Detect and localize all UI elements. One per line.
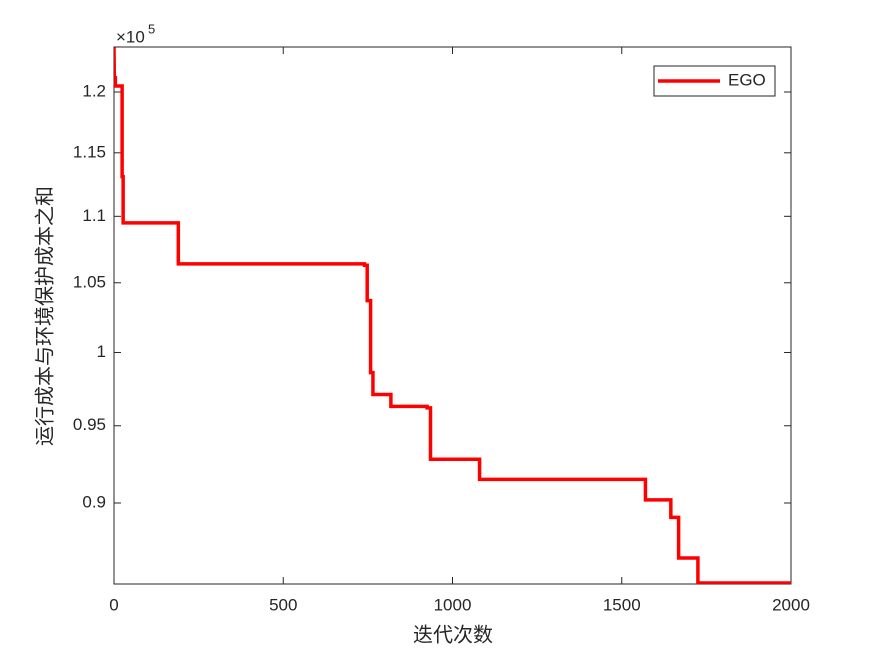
y-tick-label: 1.15 <box>73 142 106 161</box>
x-tick-label: 1000 <box>434 595 472 614</box>
plot-box <box>113 46 792 585</box>
y-tick-label: 1.05 <box>73 272 106 291</box>
y-exponent-base: ×10 <box>116 27 145 46</box>
y-tick-label: 0.9 <box>82 492 106 511</box>
x-tick-label: 1500 <box>603 595 641 614</box>
legend-label: EGO <box>728 70 766 89</box>
y-tick-label: 1 <box>97 342 106 361</box>
x-tick-label: 500 <box>269 595 297 614</box>
x-tick-label: 0 <box>109 595 118 614</box>
x-axis-label: 迭代次数 <box>413 623 493 647</box>
y-axis-label: 运行成本与环境保护成本之和 <box>33 186 57 446</box>
y-exponent: 5 <box>148 21 155 36</box>
x-tick-label: 2000 <box>772 595 810 614</box>
y-tick-label: 1.2 <box>82 81 106 100</box>
y-tick-label: 1.1 <box>82 206 106 225</box>
series-line <box>114 47 791 584</box>
y-tick-label: 0.95 <box>73 415 106 434</box>
